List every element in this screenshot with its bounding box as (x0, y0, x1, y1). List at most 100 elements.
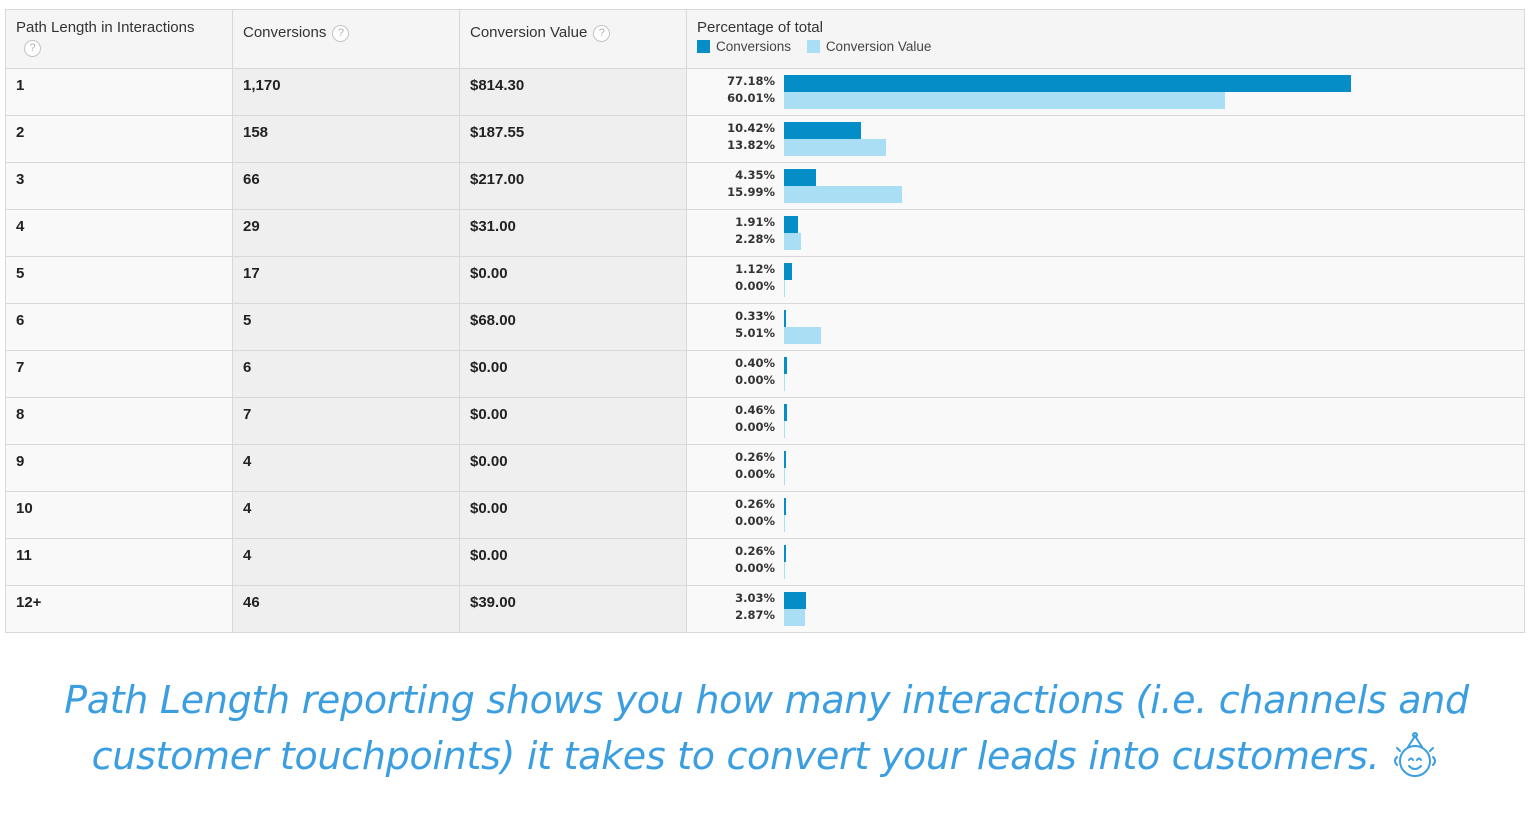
cell-conversion-value: $0.00 (459, 444, 687, 492)
conversions-bar (784, 75, 1352, 92)
help-icon[interactable]: ? (332, 24, 350, 42)
conversions-pct-label: 4.35% (735, 168, 775, 182)
cell-conversion-value: $217.00 (459, 162, 687, 210)
cell-conversion-value: $68.00 (459, 303, 687, 351)
cell-path-length: 2 (5, 115, 233, 163)
help-icon[interactable]: ? (24, 40, 41, 57)
cell-conversions: 6 (232, 350, 460, 398)
table-row[interactable]: 5 17 $0.00 1.12% 0.00% (5, 256, 1525, 304)
header-percentage: Percentage of total Conversions Conversi… (686, 9, 1525, 69)
conversions-bar (784, 357, 787, 374)
cell-conversions: 29 (232, 209, 460, 257)
table-row[interactable]: 10 4 $0.00 0.26% 0.00% (5, 491, 1525, 539)
cell-percentage: 10.42% 13.82% (686, 115, 1525, 163)
value-pct-label: 15.99% (727, 185, 775, 199)
percentage-bar-group: 0.33% 5.01% (687, 304, 1524, 350)
conversions-bar (784, 263, 793, 280)
cell-conversions: 4 (232, 491, 460, 539)
conversions-bar (784, 404, 788, 421)
value-pct-label: 2.28% (735, 232, 775, 246)
cell-conversion-value: $0.00 (459, 397, 687, 445)
cell-path-length: 4 (5, 209, 233, 257)
conversions-pct-label: 77.18% (727, 74, 775, 88)
header-conversions[interactable]: Conversions? (232, 9, 460, 69)
cell-percentage: 4.35% 15.99% (686, 162, 1525, 210)
header-conversion-value[interactable]: Conversion Value? (459, 9, 687, 69)
cell-path-length: 8 (5, 397, 233, 445)
cell-percentage: 0.40% 0.00% (686, 350, 1525, 398)
cell-conversions: 4 (232, 538, 460, 586)
header-conversions-label: Conversions (243, 24, 327, 41)
value-pct-label: 0.00% (735, 420, 775, 434)
value-pct-label: 0.00% (735, 514, 775, 528)
header-path-length[interactable]: Path Length in Interactions ? (5, 9, 233, 69)
cell-percentage: 3.03% 2.87% (686, 585, 1525, 633)
percentage-bar-group: 0.40% 0.00% (687, 351, 1524, 397)
cell-conversions: 158 (232, 115, 460, 163)
percentage-bar-group: 3.03% 2.87% (687, 586, 1524, 632)
cell-conversions: 4 (232, 444, 460, 492)
help-icon[interactable]: ? (593, 24, 611, 42)
cell-path-length: 3 (5, 162, 233, 210)
table-row[interactable]: 1 1,170 $814.30 77.18% 60.01% (5, 68, 1525, 116)
conversions-pct-label: 1.91% (735, 215, 775, 229)
conversions-pct-label: 3.03% (735, 591, 775, 605)
cell-conversion-value: $31.00 (459, 209, 687, 257)
conversions-bar (784, 545, 786, 562)
cell-conversion-value: $0.00 (459, 491, 687, 539)
conversions-bar (784, 498, 786, 515)
caption-line-1: Path Length reporting shows you how many… (64, 678, 1469, 722)
cell-percentage: 0.46% 0.00% (686, 397, 1525, 445)
cell-percentage: 1.12% 0.00% (686, 256, 1525, 304)
conversions-pct-label: 0.46% (735, 403, 775, 417)
table-row[interactable]: 3 66 $217.00 4.35% 15.99% (5, 162, 1525, 210)
conversions-pct-label: 0.33% (735, 309, 775, 323)
percentage-bar-group: 0.46% 0.00% (687, 398, 1524, 444)
chart-legend: Conversions Conversion Value (697, 39, 1514, 54)
cell-path-length: 9 (5, 444, 233, 492)
table-row[interactable]: 8 7 $0.00 0.46% 0.00% (5, 397, 1525, 445)
conversion-value-bar (784, 327, 821, 344)
cell-path-length: 7 (5, 350, 233, 398)
conversions-bar (784, 122, 861, 139)
table-row[interactable]: 11 4 $0.00 0.26% 0.00% (5, 538, 1525, 586)
conversion-value-bar (784, 374, 785, 391)
value-pct-label: 2.87% (735, 608, 775, 622)
cell-conversions: 7 (232, 397, 460, 445)
conversion-value-bar (784, 562, 785, 579)
cell-conversion-value: $814.30 (459, 68, 687, 116)
value-pct-label: 13.82% (727, 138, 775, 152)
conversions-bar (784, 451, 786, 468)
cell-percentage: 77.18% 60.01% (686, 68, 1525, 116)
percentage-bar-group: 77.18% 60.01% (687, 69, 1524, 115)
table-row[interactable]: 6 5 $68.00 0.33% 5.01% (5, 303, 1525, 351)
percentage-bar-group: 1.91% 2.28% (687, 210, 1524, 256)
cell-conversions: 17 (232, 256, 460, 304)
table-row[interactable]: 4 29 $31.00 1.91% 2.28% (5, 209, 1525, 257)
cell-conversions: 66 (232, 162, 460, 210)
cell-percentage: 1.91% 2.28% (686, 209, 1525, 257)
cell-path-length: 11 (5, 538, 233, 586)
percentage-bar-group: 0.26% 0.00% (687, 445, 1524, 491)
percentage-bar-group: 0.26% 0.00% (687, 492, 1524, 538)
table-row[interactable]: 2 158 $187.55 10.42% 13.82% (5, 115, 1525, 163)
caption-line-2: customer touchpoints) it takes to conver… (91, 734, 1380, 778)
percentage-bar-group: 0.26% 0.00% (687, 539, 1524, 585)
cell-percentage: 0.33% 5.01% (686, 303, 1525, 351)
cell-conversions: 5 (232, 303, 460, 351)
cell-conversions: 46 (232, 585, 460, 633)
smiling-mascot-icon (1394, 732, 1437, 777)
table-header-row: Path Length in Interactions ? Conversion… (5, 9, 1525, 69)
conversions-pct-label: 0.26% (735, 497, 775, 511)
conversion-value-bar (784, 186, 902, 203)
percentage-bar-group: 10.42% 13.82% (687, 116, 1524, 162)
conversions-pct-label: 0.40% (735, 356, 775, 370)
value-pct-label: 0.00% (735, 373, 775, 387)
table-row[interactable]: 9 4 $0.00 0.26% 0.00% (5, 444, 1525, 492)
table-row[interactable]: 12+ 46 $39.00 3.03% 2.87% (5, 585, 1525, 633)
value-pct-label: 5.01% (735, 326, 775, 340)
cell-percentage: 0.26% 0.00% (686, 444, 1525, 492)
conversion-value-bar (784, 515, 785, 532)
table-row[interactable]: 7 6 $0.00 0.40% 0.00% (5, 350, 1525, 398)
header-conversion-value-label: Conversion Value (470, 24, 588, 41)
